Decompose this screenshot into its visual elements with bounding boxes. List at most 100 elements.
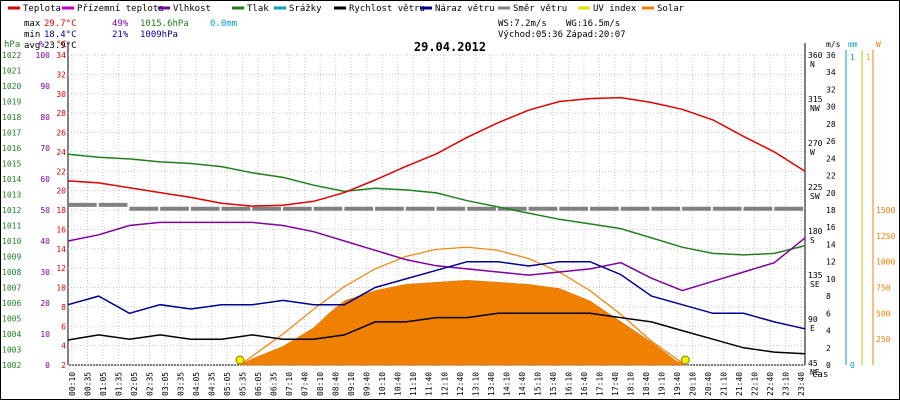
sunrise-marker: [235, 355, 245, 365]
direction-tick-label: W: [810, 148, 815, 157]
direction-tick-label: E: [810, 324, 815, 333]
time-tick-label: 05:05: [223, 372, 232, 396]
time-tick-label: 02:35: [146, 372, 155, 396]
chart-title: 29.04.2012: [414, 40, 486, 54]
stat-wg: WG:16.5m/s: [566, 19, 620, 29]
wind-tick: 32: [826, 85, 836, 94]
temperature-tick: 22: [56, 167, 66, 176]
wind-tick: 24: [826, 154, 836, 163]
wind-tick: 22: [826, 172, 836, 181]
pressure-tick: 1007: [2, 284, 21, 293]
temperature-tick: 20: [56, 187, 66, 196]
pressure-tick: 1010: [2, 237, 21, 246]
time-tick-label: 17:10: [595, 372, 604, 396]
humidity-tick: 40: [40, 237, 50, 246]
solar-tick: 1250: [876, 232, 895, 241]
time-tick-label: 20:10: [688, 372, 697, 396]
time-tick-label: 04:35: [208, 372, 217, 396]
humidity-tick: 80: [40, 113, 50, 122]
temperature-unit: °C: [56, 40, 67, 50]
stat-sunrise: Východ:05:36: [498, 30, 563, 40]
time-tick-label: 11:10: [409, 372, 418, 396]
wind-tick: 2: [826, 344, 831, 353]
humidity-tick: 100: [36, 51, 51, 60]
time-tick-label: 03:35: [177, 372, 186, 396]
time-tick-label: 04:05: [192, 372, 201, 396]
temperature-tick: 8: [61, 303, 66, 312]
wind-tick: 18: [826, 206, 836, 215]
sunset-marker: [680, 355, 690, 365]
humidity-unit: %: [39, 40, 45, 50]
uv-tick: 1: [866, 53, 871, 62]
time-tick-label: 20:40: [704, 372, 713, 396]
time-tick-label: 23:40: [797, 372, 806, 396]
pressure-unit: hPa: [4, 40, 20, 50]
pressure-tick: 1015: [2, 160, 21, 169]
legend-label-srazky: Srážky: [289, 4, 322, 14]
legend-label-uv: UV index: [593, 4, 637, 14]
pressure-tick: 1008: [2, 268, 21, 277]
time-tick-label: 03:05: [161, 372, 170, 396]
legend-label-smer: Směr větru: [513, 4, 567, 14]
temperature-tick: 14: [56, 245, 66, 254]
wind-tick: 34: [826, 68, 836, 77]
time-tick-label: 18:40: [642, 372, 651, 396]
x-axis-label: čas: [812, 369, 828, 380]
stat-max-label: max: [24, 19, 41, 29]
humidity-tick: 20: [40, 299, 50, 308]
solar-tick: 250: [876, 335, 891, 344]
wind-tick: 26: [826, 137, 836, 146]
pressure-tick: 1022: [2, 51, 21, 60]
solar-tick: 1000: [876, 258, 895, 267]
stat-rain: 0.0mm: [210, 19, 237, 29]
stat-min-temp: 18.4°C: [44, 30, 77, 40]
stat-max-temp: 29.7°C: [44, 19, 77, 29]
direction-tick-value: 180: [808, 227, 823, 236]
humidity-tick: 60: [40, 175, 50, 184]
direction-tick-label: SE: [810, 280, 820, 289]
legend-label-naraz: Náraz větru: [435, 4, 495, 14]
temperature-tick: 10: [56, 284, 66, 293]
wind-tick: 28: [826, 120, 836, 129]
legend: Teplota Přízemní teplota Vlhkost Tlak Srážky…: [8, 4, 685, 14]
wind-tick: 0: [826, 361, 831, 370]
wind-tick: 36: [826, 51, 836, 60]
time-tick-label: 00:35: [84, 372, 93, 396]
humidity-tick: 90: [40, 82, 50, 91]
wind-tick: 6: [826, 309, 831, 318]
series-rychlost-line: [67, 312, 806, 355]
time-tick-label: 09:40: [363, 372, 372, 396]
humidity-tick: 30: [40, 268, 50, 277]
stat-sunset: Západ:20:07: [566, 30, 626, 40]
stat-max-hum: 49%: [112, 19, 129, 29]
plot-area: [67, 96, 806, 366]
series-vlhkost-line: [67, 221, 806, 292]
time-tick-label: 02:05: [130, 372, 139, 396]
time-tick-label: 10:40: [394, 372, 403, 396]
time-tick-label: 10:10: [378, 372, 387, 396]
series-teplota-line: [67, 96, 806, 207]
stat-ws: WS:7.2m/s: [498, 19, 547, 29]
time-tick-label: 13:40: [487, 372, 496, 396]
direction-tick-label: SW: [810, 192, 820, 201]
time-tick-label: 09:10: [347, 372, 356, 396]
humidity-tick: 70: [40, 144, 50, 153]
temperature-tick: 12: [56, 264, 66, 273]
pressure-tick: 1002: [2, 361, 21, 370]
wind-tick: 10: [826, 275, 836, 284]
time-tick-label: 00:10: [68, 372, 77, 396]
rain-unit: mm: [848, 40, 858, 49]
time-tick-label: 06:35: [270, 372, 279, 396]
series-naraz-line: [67, 260, 806, 330]
humidity-tick: 50: [40, 206, 50, 215]
stat-max-press: 1015.6hPa: [140, 19, 189, 29]
direction-tick-value: 225: [808, 183, 823, 192]
series-solar-theoretical: [239, 246, 686, 366]
time-tick-label: 22:40: [766, 372, 775, 396]
wind-tick: 30: [826, 103, 836, 112]
solar-tick: 500: [876, 309, 891, 318]
temperature-tick: 6: [61, 322, 66, 331]
time-tick-label: 21:10: [719, 372, 728, 396]
wind-tick: 8: [826, 292, 831, 301]
